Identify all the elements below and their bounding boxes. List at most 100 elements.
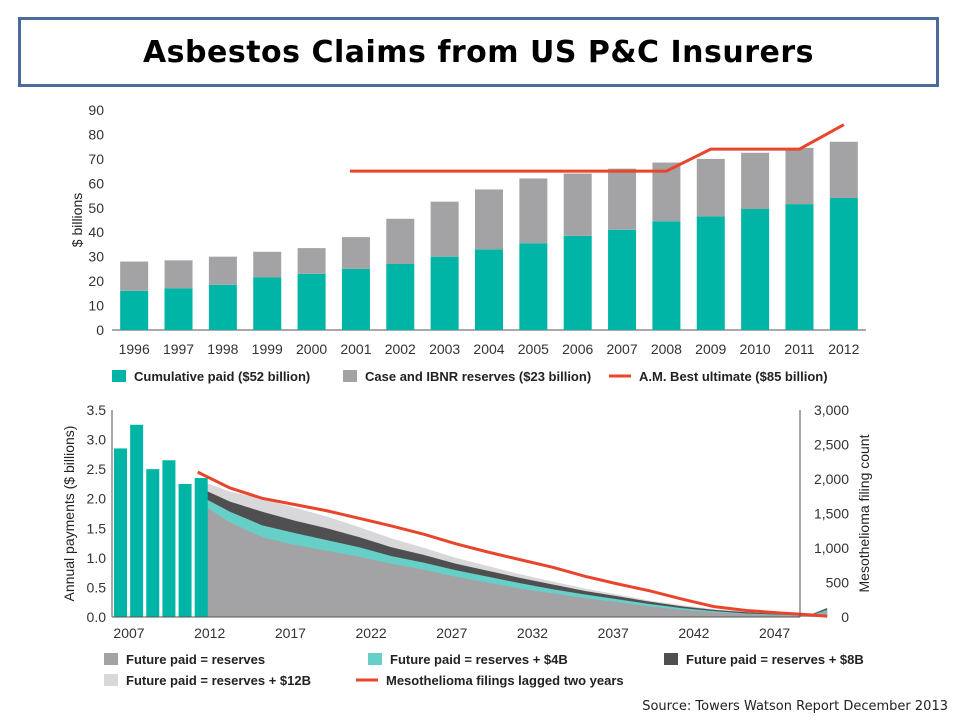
bar-reserves: [164, 260, 193, 289]
legend-label: Future paid = reserves + $4B: [390, 652, 568, 667]
x-tick-label: 1996: [119, 341, 150, 357]
y2-tick-label: 2,500: [814, 437, 849, 453]
y-tick-label: 10: [88, 298, 104, 314]
x-tick-label: 2022: [356, 625, 387, 641]
bar-annual-payment: [194, 478, 208, 617]
line-mesothelioma-filings: [197, 470, 828, 618]
bar-reserves: [475, 189, 503, 250]
legend-swatch: [356, 678, 378, 682]
y-axis-label: Annual payments ($ billions): [61, 426, 77, 602]
y-tick-label: 40: [88, 224, 104, 240]
x-tick-label: 2008: [651, 341, 682, 357]
x-tick-label: 2004: [473, 341, 504, 357]
y-tick-label: 70: [88, 151, 104, 167]
x-tick-label: 2010: [740, 341, 771, 357]
y-tick-label: 30: [88, 249, 104, 265]
y2-tick-label: 500: [826, 575, 850, 591]
x-tick-label: 1997: [163, 341, 194, 357]
x-tick-label: 2002: [385, 341, 416, 357]
x-tick-label: 2012: [828, 341, 859, 357]
y-tick-label: 50: [88, 200, 104, 216]
legend-label: Future paid = reserves + $12B: [126, 673, 311, 688]
y-tick-label: 2.5: [87, 461, 107, 477]
bar-reserves: [608, 168, 637, 230]
y2-tick-label: 1,500: [814, 506, 849, 522]
x-tick-label: 1998: [207, 341, 238, 357]
bar-annual-payment: [114, 448, 127, 617]
y-tick-label: 2.0: [87, 491, 107, 507]
x-tick-label: 2047: [759, 625, 790, 641]
x-tick-label: 2009: [695, 341, 726, 357]
legend-swatch: [104, 653, 118, 665]
bar-cumulative-paid: [563, 235, 592, 330]
x-tick-label: 1999: [252, 341, 283, 357]
bar-reserves: [563, 173, 592, 236]
legend-swatch: [368, 653, 382, 665]
y-axis-label: $ billions: [69, 193, 85, 247]
y-tick-label: 20: [88, 273, 104, 289]
bar-reserves: [696, 158, 725, 217]
y2-tick-label: 0: [841, 609, 849, 625]
x-tick-label: 2027: [436, 625, 467, 641]
y-tick-label: 90: [88, 102, 104, 118]
x-tick-label: 2017: [275, 625, 306, 641]
bar-reserves: [297, 248, 326, 274]
bar-reserves: [519, 178, 548, 244]
title-box: Asbestos Claims from US P&C Insurers: [18, 17, 939, 87]
legend-swatch: [112, 370, 126, 382]
x-tick-label: 2001: [340, 341, 371, 357]
legend-label: Future paid = reserves: [126, 652, 265, 667]
line-am-best-ultimate: [349, 123, 845, 173]
bar-cumulative-paid: [652, 221, 681, 330]
bar-cumulative-paid: [608, 229, 637, 330]
bar-annual-payment: [178, 483, 192, 617]
legend-swatch: [104, 674, 118, 686]
bar-cumulative-paid: [519, 243, 548, 330]
bar-reserves: [829, 141, 858, 198]
y-tick-label: 1.5: [87, 520, 107, 536]
y-tick-label: 0.5: [87, 579, 107, 595]
legend-label: Case and IBNR reserves ($23 billion): [365, 369, 591, 384]
bar-cumulative-paid: [785, 204, 814, 330]
x-tick-label: 2007: [113, 625, 144, 641]
y-tick-label: 0: [96, 322, 104, 338]
bar-cumulative-paid: [341, 268, 370, 330]
bar-cumulative-paid: [696, 216, 725, 330]
bar-reserves: [120, 261, 149, 291]
bar-cumulative-paid: [741, 209, 770, 330]
x-tick-label: 2042: [678, 625, 709, 641]
y-tick-label: 80: [88, 126, 104, 142]
bar-cumulative-paid: [386, 264, 415, 330]
x-tick-label: 2032: [517, 625, 548, 641]
bar-cumulative-paid: [297, 273, 326, 330]
bar-reserves: [430, 201, 459, 257]
x-tick-label: 2011: [784, 341, 814, 357]
bar-cumulative-paid: [253, 277, 282, 330]
y-tick-label: 60: [88, 175, 104, 191]
legend-label: Cumulative paid ($52 billion): [134, 369, 310, 384]
y-tick-label: 1.0: [87, 550, 107, 566]
bar-cumulative-paid: [208, 284, 237, 330]
y-tick-label: 3.0: [87, 432, 107, 448]
legend-swatch: [664, 653, 678, 665]
bar-reserves: [341, 237, 370, 269]
legend-label: Future paid = reserves + $8B: [686, 652, 864, 667]
bar-cumulative-paid: [164, 288, 193, 330]
legend-label: Mesothelioma filings lagged two years: [386, 673, 624, 688]
y2-tick-label: 3,000: [814, 402, 849, 418]
x-tick-label: 2037: [598, 625, 629, 641]
x-tick-label: 2012: [194, 625, 225, 641]
x-tick-label: 2000: [296, 341, 327, 357]
bar-cumulative-paid: [829, 198, 858, 330]
bar-annual-payment: [146, 469, 160, 617]
legend-label: A.M. Best ultimate ($85 billion): [639, 369, 828, 384]
x-tick-label: 2005: [518, 341, 549, 357]
bar-reserves: [386, 218, 415, 264]
bar-annual-payment: [162, 460, 176, 617]
legend-swatch: [609, 374, 631, 378]
y2-tick-label: 1,000: [814, 540, 849, 556]
area-future-paid-reserves: [197, 501, 828, 617]
y-tick-label: 0.0: [87, 609, 107, 625]
bar-reserves: [253, 251, 282, 278]
